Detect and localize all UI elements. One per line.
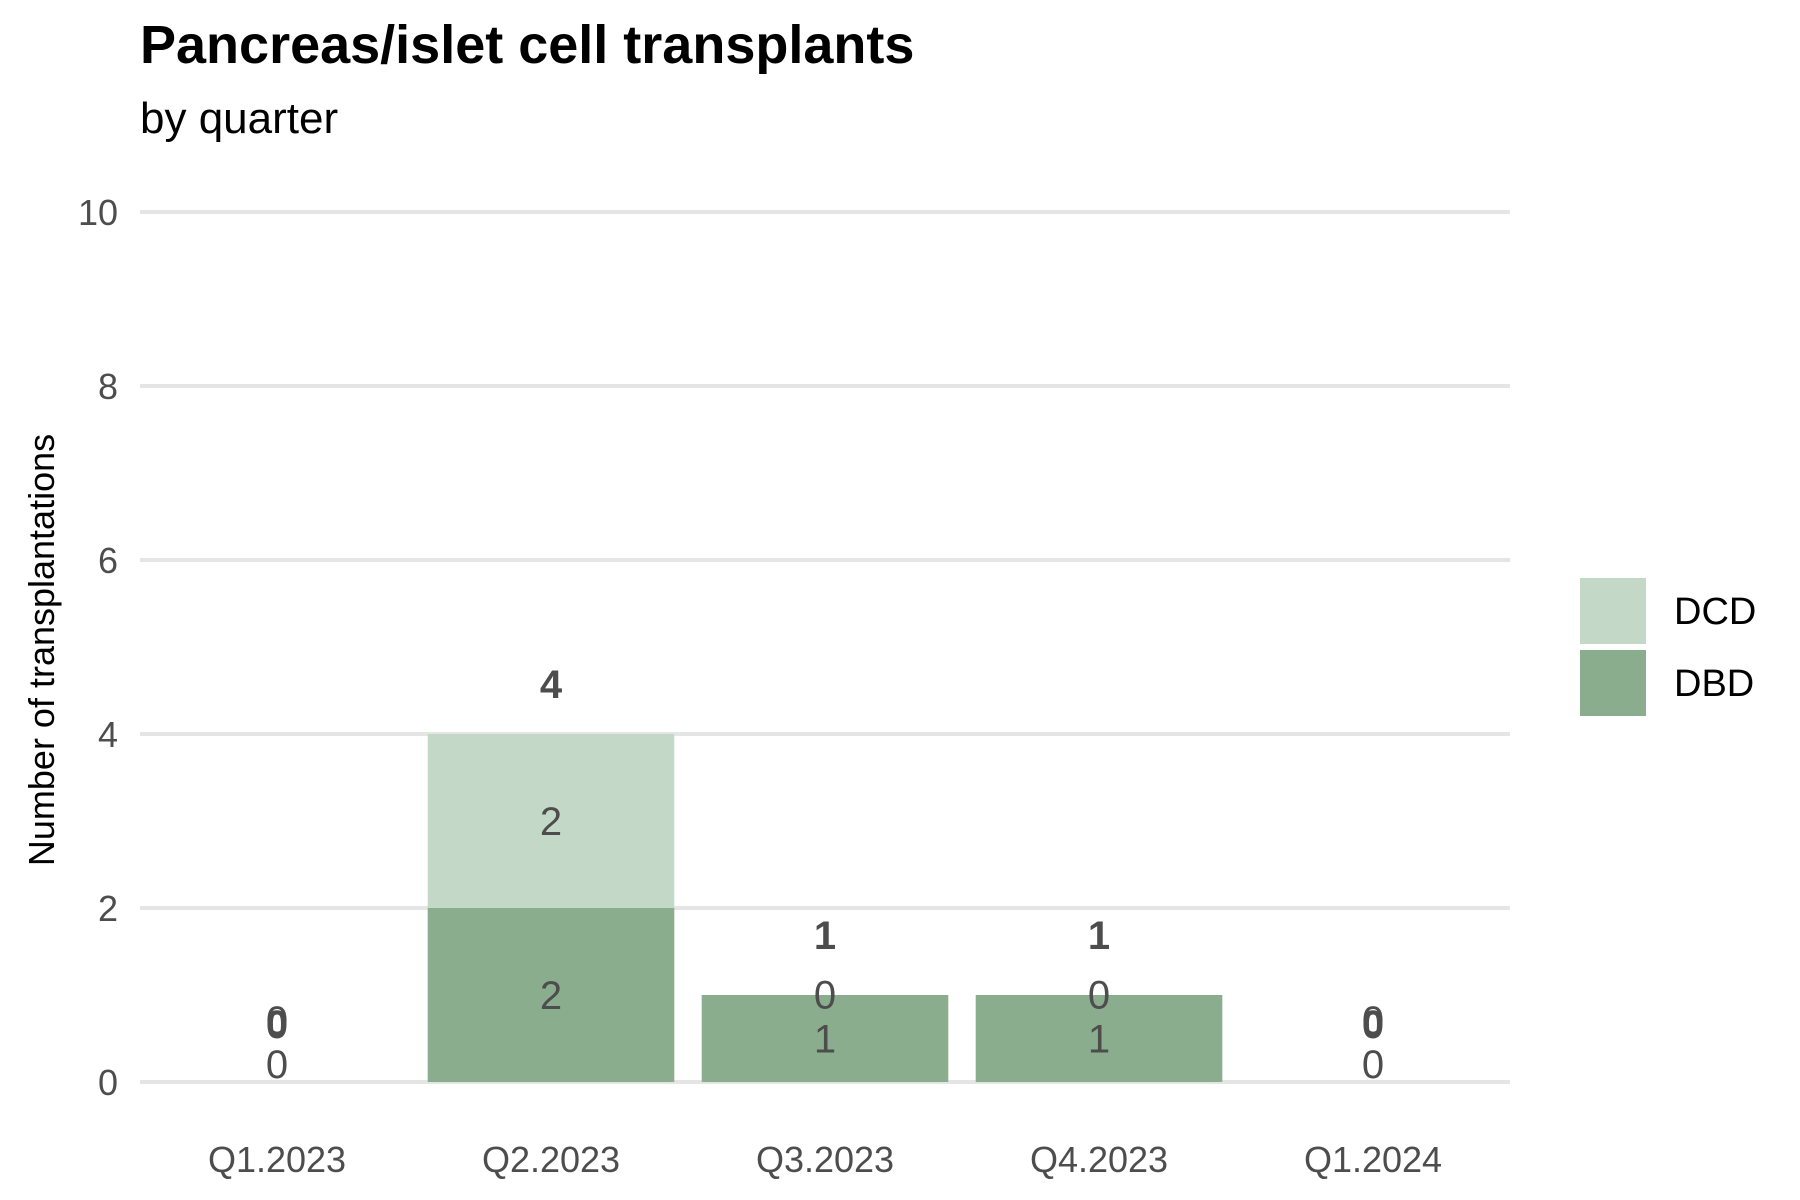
- segment-label-dbd: 1: [1088, 1018, 1110, 1062]
- bars: [427, 734, 1223, 1082]
- x-tick-label: Q2.2023: [482, 1139, 620, 1180]
- legend-label-dcd: DCD: [1674, 591, 1756, 633]
- segment-label-dcd: 0: [266, 999, 288, 1043]
- bar-dbd: [975, 995, 1223, 1082]
- total-label: 0: [1362, 1003, 1384, 1047]
- legend-swatch-dcd: [1580, 578, 1646, 644]
- bar-dbd: [701, 995, 949, 1082]
- y-tick-label: 2: [98, 888, 118, 929]
- x-tick-label: Q1.2024: [1304, 1139, 1442, 1180]
- total-label: 1: [1088, 914, 1110, 958]
- segment-label-dbd: 1: [814, 1018, 836, 1062]
- segment-label-dcd: 2: [540, 800, 562, 844]
- x-tick-label: Q1.2023: [208, 1139, 346, 1180]
- total-label: 4: [540, 663, 563, 707]
- total-labels: 0 4 1 1 0: [266, 663, 1384, 1047]
- chart-title: Pancreas/islet cell transplants: [140, 15, 915, 75]
- segment-label-dbd: 2: [540, 974, 562, 1018]
- legend: DCD DBD: [1580, 578, 1756, 716]
- y-tick-label: 4: [98, 714, 118, 755]
- bar-dbd: [427, 908, 675, 1082]
- bar-dcd: [427, 734, 675, 908]
- segment-label-dcd: 0: [1088, 974, 1110, 1018]
- chart-subtitle: by quarter: [140, 94, 339, 143]
- segment-label-dcd: 0: [1362, 999, 1384, 1043]
- legend-swatch-dbd: [1580, 650, 1646, 716]
- y-axis-ticks: 0 2 4 6 8 10: [78, 192, 118, 1103]
- x-tick-label: Q4.2023: [1030, 1139, 1168, 1180]
- legend-label-dbd: DBD: [1674, 663, 1754, 705]
- x-axis-ticks: Q1.2023 Q2.2023 Q3.2023 Q4.2023 Q1.2024: [208, 1139, 1442, 1180]
- segment-label-dbd: 0: [1362, 1043, 1384, 1087]
- y-tick-label: 8: [98, 366, 118, 407]
- total-label: 1: [814, 914, 836, 958]
- y-tick-label: 10: [78, 192, 118, 233]
- total-label: 0: [266, 1003, 288, 1047]
- x-tick-label: Q3.2023: [756, 1139, 894, 1180]
- segment-label-dbd: 0: [266, 1043, 288, 1087]
- y-tick-label: 6: [98, 540, 118, 581]
- y-tick-label: 0: [98, 1062, 118, 1103]
- segment-label-dcd: 0: [814, 974, 836, 1018]
- y-axis-label: Number of transplantations: [21, 434, 62, 866]
